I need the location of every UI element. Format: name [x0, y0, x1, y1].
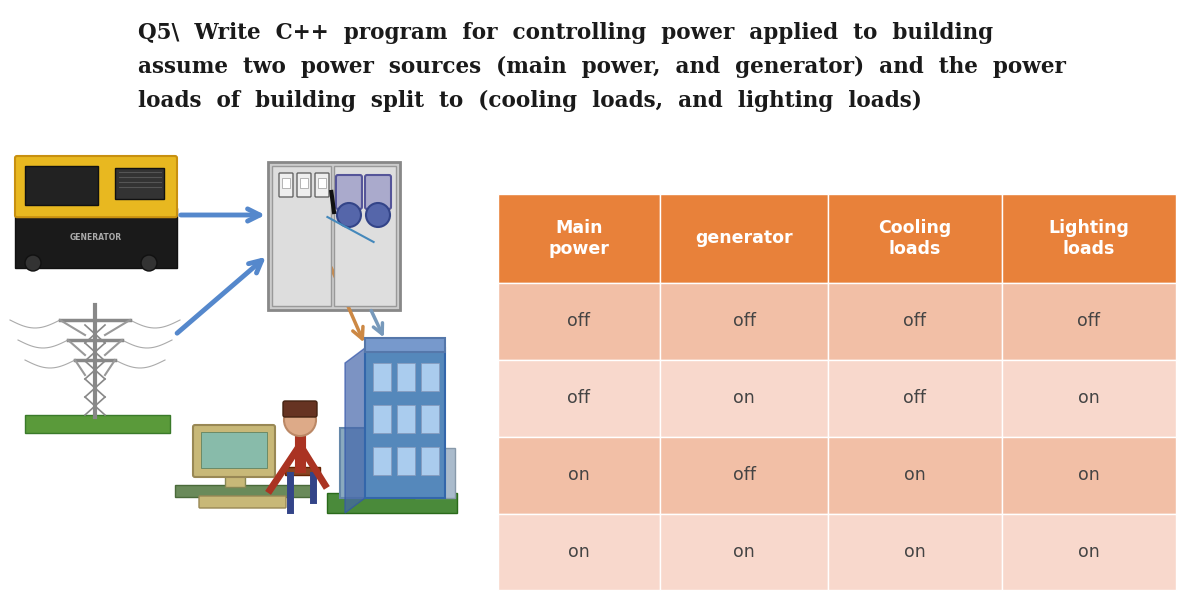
FancyBboxPatch shape: [421, 405, 439, 433]
FancyBboxPatch shape: [300, 178, 308, 188]
Text: on: on: [568, 466, 590, 484]
FancyBboxPatch shape: [660, 437, 828, 514]
FancyBboxPatch shape: [14, 156, 178, 217]
Text: loads  of  building  split  to  (cooling  loads,  and  lighting  loads): loads of building split to (cooling load…: [138, 90, 922, 112]
FancyBboxPatch shape: [202, 432, 266, 468]
FancyBboxPatch shape: [373, 447, 391, 475]
Text: off: off: [732, 466, 756, 484]
FancyBboxPatch shape: [365, 338, 445, 352]
FancyBboxPatch shape: [334, 166, 396, 306]
FancyBboxPatch shape: [193, 425, 275, 477]
Text: Lighting
loads: Lighting loads: [1049, 219, 1129, 258]
FancyBboxPatch shape: [498, 360, 660, 437]
Text: on: on: [904, 466, 926, 484]
FancyBboxPatch shape: [373, 405, 391, 433]
FancyBboxPatch shape: [1002, 194, 1176, 283]
Text: Q5\  Write  C++  program  for  controlling  power  applied  to  building: Q5\ Write C++ program for controlling po…: [138, 22, 994, 44]
FancyBboxPatch shape: [828, 437, 1002, 514]
FancyBboxPatch shape: [660, 283, 828, 360]
FancyBboxPatch shape: [415, 448, 455, 498]
FancyBboxPatch shape: [298, 173, 311, 197]
FancyBboxPatch shape: [498, 194, 660, 283]
FancyBboxPatch shape: [1002, 360, 1176, 437]
FancyBboxPatch shape: [25, 166, 98, 205]
FancyBboxPatch shape: [283, 401, 317, 417]
Circle shape: [337, 203, 361, 227]
FancyBboxPatch shape: [226, 473, 245, 487]
Text: off: off: [568, 389, 590, 407]
FancyBboxPatch shape: [660, 514, 828, 590]
Text: off: off: [568, 312, 590, 330]
FancyBboxPatch shape: [1002, 283, 1176, 360]
FancyBboxPatch shape: [828, 194, 1002, 283]
FancyBboxPatch shape: [272, 166, 331, 306]
FancyBboxPatch shape: [1002, 514, 1176, 590]
Text: off: off: [1078, 312, 1100, 330]
Circle shape: [142, 255, 157, 271]
Text: Cooling
loads: Cooling loads: [878, 219, 952, 258]
FancyBboxPatch shape: [365, 348, 445, 498]
FancyBboxPatch shape: [397, 447, 415, 475]
FancyBboxPatch shape: [25, 415, 170, 433]
FancyBboxPatch shape: [286, 467, 320, 475]
Text: generator: generator: [695, 229, 793, 247]
FancyBboxPatch shape: [336, 175, 362, 209]
Text: on: on: [733, 389, 755, 407]
Circle shape: [366, 203, 390, 227]
FancyBboxPatch shape: [175, 485, 314, 497]
FancyBboxPatch shape: [1002, 437, 1176, 514]
FancyBboxPatch shape: [314, 173, 329, 197]
Text: off: off: [904, 312, 926, 330]
FancyBboxPatch shape: [498, 283, 660, 360]
Text: off: off: [732, 312, 756, 330]
FancyBboxPatch shape: [828, 360, 1002, 437]
Text: Main
power: Main power: [548, 219, 610, 258]
FancyBboxPatch shape: [318, 178, 326, 188]
Text: on: on: [1078, 466, 1100, 484]
FancyBboxPatch shape: [340, 428, 400, 498]
Text: on: on: [1078, 543, 1100, 561]
Text: GENERATOR: GENERATOR: [70, 232, 122, 242]
Circle shape: [284, 404, 316, 436]
Text: on: on: [733, 543, 755, 561]
FancyBboxPatch shape: [115, 168, 164, 199]
FancyBboxPatch shape: [421, 447, 439, 475]
FancyBboxPatch shape: [660, 360, 828, 437]
FancyBboxPatch shape: [421, 363, 439, 391]
FancyBboxPatch shape: [660, 194, 828, 283]
FancyBboxPatch shape: [498, 437, 660, 514]
FancyBboxPatch shape: [828, 283, 1002, 360]
FancyBboxPatch shape: [828, 514, 1002, 590]
FancyBboxPatch shape: [397, 363, 415, 391]
FancyBboxPatch shape: [498, 514, 660, 590]
Circle shape: [25, 255, 41, 271]
Text: on: on: [1078, 389, 1100, 407]
Polygon shape: [346, 348, 365, 513]
Text: assume  two  power  sources  (main  power,  and  generator)  and  the  power: assume two power sources (main power, an…: [138, 56, 1066, 78]
FancyBboxPatch shape: [373, 363, 391, 391]
FancyBboxPatch shape: [278, 173, 293, 197]
Text: on: on: [904, 543, 926, 561]
FancyBboxPatch shape: [326, 493, 457, 513]
Text: off: off: [904, 389, 926, 407]
FancyBboxPatch shape: [365, 175, 391, 209]
FancyBboxPatch shape: [14, 207, 178, 268]
FancyBboxPatch shape: [397, 405, 415, 433]
FancyBboxPatch shape: [282, 178, 290, 188]
Text: on: on: [568, 543, 590, 561]
FancyBboxPatch shape: [199, 496, 286, 508]
FancyBboxPatch shape: [268, 162, 400, 310]
